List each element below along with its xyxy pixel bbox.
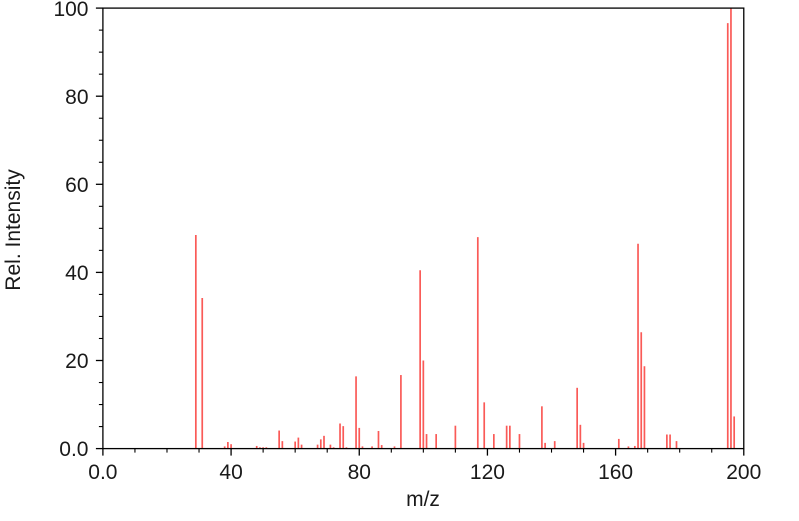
svg-text:40: 40	[65, 262, 88, 285]
svg-text:80: 80	[65, 86, 88, 109]
svg-text:60: 60	[65, 174, 88, 197]
svg-text:120: 120	[470, 461, 505, 484]
svg-text:100: 100	[53, 0, 88, 21]
svg-text:200: 200	[726, 461, 761, 484]
svg-text:20: 20	[65, 350, 88, 373]
svg-text:0.0: 0.0	[59, 438, 88, 461]
svg-text:80: 80	[348, 461, 371, 484]
svg-text:Rel. Intensity: Rel. Intensity	[2, 169, 25, 291]
svg-text:40: 40	[219, 461, 242, 484]
svg-text:160: 160	[598, 461, 633, 484]
svg-text:0.0: 0.0	[88, 461, 117, 484]
svg-text:m/z: m/z	[406, 488, 440, 511]
